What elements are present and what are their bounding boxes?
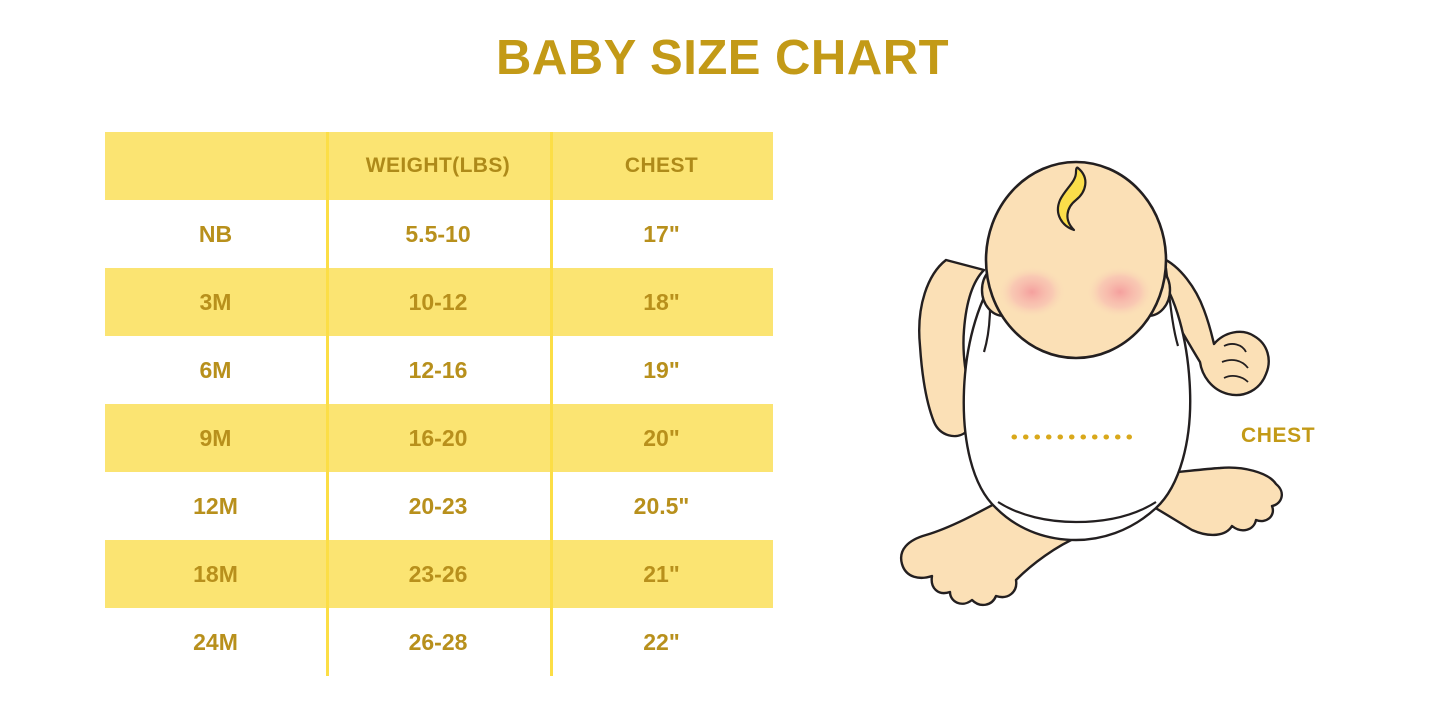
table-row-size: 9M [199, 424, 232, 451]
table-row: 6M 12-16 19" [105, 336, 773, 404]
table-row-chest: 18" [643, 288, 680, 315]
table-row-weight: 26-28 [408, 628, 468, 655]
table-row-chest: 20" [643, 424, 680, 451]
baby-illustration [880, 140, 1300, 610]
table-row-chest: 17" [643, 220, 680, 247]
chest-measure-label: CHEST [1241, 424, 1316, 447]
table-row-weight: 5.5-10 [405, 220, 471, 247]
table-row: 18M 23-26 21" [105, 540, 773, 608]
table-row-chest: 22" [643, 628, 680, 655]
right-cheek [1086, 266, 1154, 318]
table-row-weight: 12-16 [408, 356, 468, 383]
size-table: WEIGHT(LBS) CHEST NB 5.5-10 17" 3M 10-12 18" 6M 1… [105, 132, 773, 676]
table-row-chest: 21" [643, 560, 680, 587]
baby-head [984, 160, 1168, 360]
left-cheek [998, 266, 1066, 318]
table-row-chest: 19" [643, 356, 680, 383]
table-row-size: 12M [193, 492, 238, 519]
table-row: 9M 16-20 20" [105, 404, 773, 472]
baby-hair-curl [1056, 166, 1087, 232]
table-row-weight: 23-26 [408, 560, 468, 587]
table-row: 24M 26-28 22" [105, 608, 773, 676]
table-row-weight: 16-20 [408, 424, 468, 451]
column-divider-2 [550, 132, 553, 676]
table-row: NB 5.5-10 17" [105, 200, 773, 268]
table-row-size: 18M [193, 560, 238, 587]
table-row-size: 6M [199, 356, 232, 383]
table-header-row: WEIGHT(LBS) CHEST [105, 132, 773, 200]
table-row-size: 24M [193, 628, 238, 655]
table-row: 3M 10-12 18" [105, 268, 773, 336]
table-row-size: NB [198, 220, 233, 247]
table-row-chest: 20.5" [633, 492, 690, 519]
table-row-weight: 20-23 [408, 492, 468, 519]
table-row: 12M 20-23 20.5" [105, 472, 773, 540]
table-header-row-chest: CHEST [624, 154, 699, 177]
table-header-row-weight: WEIGHT(LBS) [365, 154, 511, 177]
column-divider-1 [326, 132, 329, 676]
table-row-size: 3M [199, 288, 232, 315]
table-row-weight: 10-12 [408, 288, 468, 315]
page-title: BABY SIZE CHART [495, 31, 950, 85]
